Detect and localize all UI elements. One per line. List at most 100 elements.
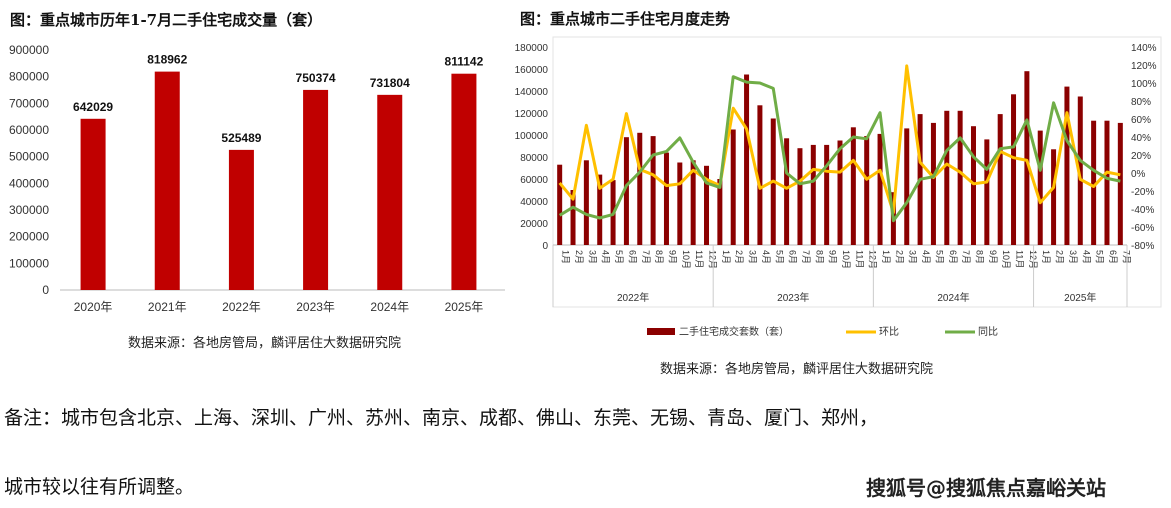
bar bbox=[1011, 94, 1017, 245]
month-tick-label: 1月 bbox=[1041, 250, 1051, 264]
annual-volume-chart: 0 100000 200000 300000 400000 500000 600000 700… bbox=[9, 43, 505, 314]
month-tick-label: 8月 bbox=[814, 250, 824, 264]
bar bbox=[1117, 122, 1123, 245]
bar bbox=[637, 132, 643, 245]
left-y-tick-label: 180000 bbox=[515, 43, 549, 54]
bar bbox=[957, 110, 963, 245]
right-chart-source: 数据来源：各地房管局，麟评居住大数据研究院 bbox=[660, 362, 934, 377]
month-tick-label: 7月 bbox=[1121, 250, 1131, 264]
month-tick-label: 3月 bbox=[1068, 250, 1078, 264]
month-tick-label: 6月 bbox=[627, 250, 637, 264]
left-y-tick-label: 80000 bbox=[520, 153, 548, 164]
legend-label: 同比 bbox=[978, 326, 998, 338]
bar bbox=[757, 105, 763, 245]
month-tick-label: 11月 bbox=[694, 250, 704, 268]
month-tick-label: 7月 bbox=[801, 250, 811, 264]
y-tick-label: 200000 bbox=[9, 230, 49, 244]
right-y-tick-label: 60% bbox=[1131, 115, 1151, 126]
data-label: 811142 bbox=[445, 55, 484, 69]
bar bbox=[717, 179, 723, 245]
month-tick-label: 6月 bbox=[1108, 250, 1118, 264]
y-tick-label: 500000 bbox=[9, 150, 49, 164]
right-y-tick-label: 140% bbox=[1131, 43, 1157, 54]
left-y-tick-label: 40000 bbox=[520, 197, 548, 208]
month-tick-label: 4月 bbox=[921, 250, 931, 264]
x-tick-label: 2023年 bbox=[296, 300, 335, 314]
month-tick-label: 4月 bbox=[761, 250, 771, 264]
bar bbox=[377, 94, 403, 290]
y-tick-label: 300000 bbox=[9, 203, 49, 217]
watermark: 搜狐号@搜狐焦点嘉峪关站 bbox=[866, 476, 1106, 500]
bar bbox=[824, 144, 830, 245]
bar bbox=[690, 160, 696, 245]
x-tick-label: 2020年 bbox=[74, 300, 113, 314]
month-tick-label: 8月 bbox=[654, 250, 664, 264]
y-tick-label: 400000 bbox=[9, 176, 49, 190]
bar bbox=[997, 114, 1003, 245]
right-y-tick-label: -40% bbox=[1131, 205, 1154, 216]
bar bbox=[451, 73, 477, 290]
x-tick-label: 2022年 bbox=[222, 300, 261, 314]
left-y-tick-label: 20000 bbox=[520, 219, 548, 230]
right-y-tick-label: 120% bbox=[1131, 61, 1157, 72]
bar bbox=[984, 139, 990, 245]
month-tick-label: 11月 bbox=[854, 250, 864, 268]
left-y-tick-label: 60000 bbox=[520, 175, 548, 186]
y-tick-label: 900000 bbox=[9, 43, 49, 57]
bar bbox=[1104, 120, 1110, 245]
legend-label: 二手住宅成交套数（套） bbox=[679, 325, 789, 338]
left-chart-source: 数据来源：各地房管局，麟评居住大数据研究院 bbox=[128, 336, 402, 351]
bar bbox=[597, 174, 603, 245]
month-tick-label: 4月 bbox=[601, 250, 611, 264]
month-tick-label: 5月 bbox=[774, 250, 784, 264]
month-tick-label: 9月 bbox=[828, 250, 838, 264]
left-y-tick-label: 140000 bbox=[515, 87, 549, 98]
month-tick-label: 9月 bbox=[988, 250, 998, 264]
y-tick-label: 0 bbox=[42, 283, 49, 297]
bar bbox=[557, 164, 563, 245]
bar bbox=[1077, 96, 1083, 245]
y-tick-label: 700000 bbox=[9, 96, 49, 110]
left-y-tick-label: 100000 bbox=[515, 131, 549, 142]
year-label: 2023年 bbox=[777, 291, 809, 304]
month-tick-label: 5月 bbox=[1095, 250, 1105, 264]
year-label: 2025年 bbox=[1064, 291, 1096, 304]
bar bbox=[80, 118, 106, 290]
month-tick-label: 2月 bbox=[1055, 250, 1065, 264]
bar bbox=[650, 136, 656, 245]
bar bbox=[154, 71, 180, 290]
right-chart-title: 图：重点城市二手住宅月度走势 bbox=[520, 10, 731, 28]
bar bbox=[1051, 149, 1057, 245]
bar bbox=[970, 126, 976, 245]
left-chart-title: 图：重点城市历年1-7月二手住宅成交量（套） bbox=[10, 11, 323, 29]
bar bbox=[797, 148, 803, 245]
legend-swatch-bar bbox=[647, 328, 675, 335]
left-y-tick-label: 0 bbox=[542, 241, 548, 252]
data-label: 750374 bbox=[296, 71, 336, 85]
month-tick-label: 6月 bbox=[948, 250, 958, 264]
bar bbox=[864, 136, 870, 245]
x-tick-label: 2025年 bbox=[445, 300, 484, 314]
month-tick-label: 4月 bbox=[1081, 250, 1091, 264]
month-tick-label: 5月 bbox=[934, 250, 944, 264]
bar bbox=[623, 137, 629, 245]
bar bbox=[303, 89, 329, 290]
month-tick-label: 7月 bbox=[961, 250, 971, 264]
bar bbox=[930, 122, 936, 245]
data-label: 818962 bbox=[147, 53, 187, 67]
bar bbox=[704, 165, 710, 245]
bar bbox=[1037, 130, 1043, 245]
right-y-tick-label: 40% bbox=[1131, 133, 1151, 144]
left-y-tick-label: 120000 bbox=[515, 109, 549, 120]
month-tick-label: 5月 bbox=[614, 250, 624, 264]
data-label: 642029 bbox=[73, 100, 113, 114]
monthly-trend-chart: 0 20000 40000 60000 80000 100000 120000 140000 1… bbox=[515, 36, 1162, 338]
month-tick-label: 11月 bbox=[1015, 250, 1025, 268]
right-y-tick-label: 20% bbox=[1131, 151, 1151, 162]
month-tick-label: 12月 bbox=[708, 250, 718, 269]
year-label: 2022年 bbox=[617, 291, 649, 304]
bar bbox=[744, 74, 750, 245]
month-tick-label: 2月 bbox=[894, 250, 904, 264]
month-tick-label: 10月 bbox=[681, 250, 691, 269]
left-y-tick-label: 160000 bbox=[515, 65, 549, 76]
